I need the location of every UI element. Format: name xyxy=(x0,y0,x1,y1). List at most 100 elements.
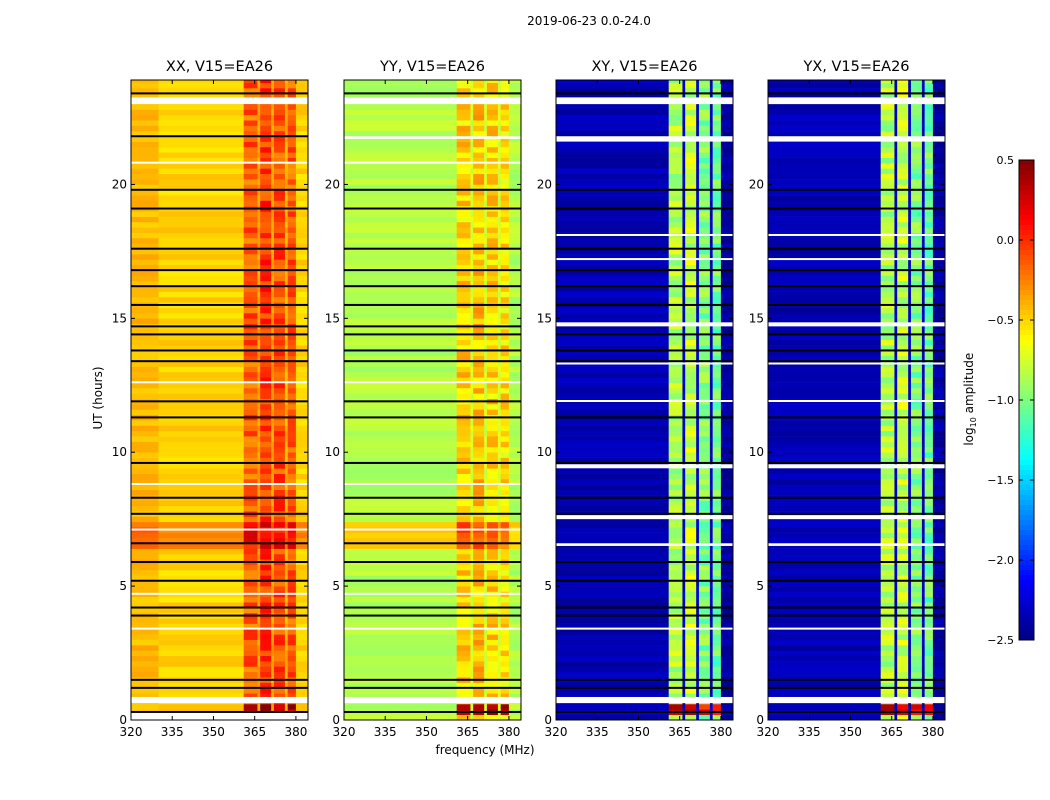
heatmap-cell xyxy=(158,93,244,100)
heatmap-cell xyxy=(257,436,261,442)
heatmap-cell xyxy=(768,152,881,158)
heatmap-cell xyxy=(456,570,471,576)
heatmap-cell xyxy=(921,387,925,394)
flagged-black-line xyxy=(768,333,945,336)
heatmap-cell xyxy=(924,120,934,126)
heatmap-cell xyxy=(271,479,275,485)
heatmap-cell xyxy=(243,532,258,539)
heatmap-cell xyxy=(456,232,471,239)
heatmap-cell xyxy=(470,553,474,560)
heatmap-cell xyxy=(497,446,501,453)
flagged-white-row xyxy=(131,161,308,164)
heatmap-cell xyxy=(508,275,522,282)
heatmap-cell xyxy=(682,564,686,571)
flagged-black-line xyxy=(344,710,521,713)
heatmap-cell xyxy=(556,436,669,442)
heatmap-cell xyxy=(932,387,946,394)
heatmap-cell xyxy=(908,184,912,191)
heatmap-cell xyxy=(508,227,522,233)
heatmap-cell xyxy=(287,211,297,217)
heatmap-cell xyxy=(709,334,713,341)
heatmap-cell xyxy=(473,580,485,587)
colorbar-segment xyxy=(1019,255,1034,261)
heatmap-cell xyxy=(698,227,711,233)
heatmap-cell xyxy=(712,645,722,651)
heatmap-cell xyxy=(508,355,522,362)
heatmap-cell xyxy=(924,484,934,491)
heatmap-cell xyxy=(880,80,895,83)
heatmap-cell xyxy=(273,489,286,496)
heatmap-cell xyxy=(287,104,297,110)
flagged-black-line xyxy=(131,579,308,582)
heatmap-cell xyxy=(260,639,272,646)
heatmap-cell xyxy=(287,136,297,142)
heatmap-cell xyxy=(508,248,522,255)
heatmap-cell xyxy=(497,371,501,378)
heatmap-cell xyxy=(668,473,683,480)
heatmap-cell xyxy=(932,468,946,474)
heatmap-cell xyxy=(456,553,471,560)
heatmap-cell xyxy=(456,141,471,148)
heatmap-cell xyxy=(344,296,457,303)
heatmap-cell xyxy=(932,323,946,330)
heatmap-cell xyxy=(924,409,934,416)
flagged-white-row xyxy=(768,322,945,327)
heatmap-cell xyxy=(344,404,457,410)
heatmap-cell xyxy=(131,168,159,175)
flagged-white-row xyxy=(344,696,521,704)
heatmap-cell xyxy=(556,168,669,175)
heatmap-cell xyxy=(456,93,471,100)
heatmap-cell xyxy=(295,452,309,458)
heatmap-cell xyxy=(897,109,909,116)
heatmap-cell xyxy=(500,93,510,100)
heatmap-cell xyxy=(500,80,510,83)
heatmap-cell xyxy=(720,623,734,630)
heatmap-cell xyxy=(720,82,734,89)
heatmap-cell xyxy=(696,548,700,555)
heatmap-cell xyxy=(470,650,474,657)
flagged-black-line xyxy=(131,269,308,272)
heatmap-cell xyxy=(271,195,275,201)
heatmap-cell xyxy=(894,211,898,217)
heatmap-cell xyxy=(910,714,923,721)
heatmap-cell xyxy=(243,462,258,469)
heatmap-cell xyxy=(508,645,522,651)
heatmap-cell xyxy=(273,671,286,678)
heatmap-cell xyxy=(273,146,286,153)
y-tick-label: 20 xyxy=(112,177,127,191)
heatmap-cell xyxy=(260,586,272,592)
heatmap-cell xyxy=(158,623,244,630)
heatmap-cell xyxy=(344,286,457,292)
heatmap-cell xyxy=(910,548,923,555)
heatmap-cell xyxy=(768,80,881,83)
heatmap-cell xyxy=(720,339,734,346)
heatmap-cell xyxy=(880,430,895,437)
heatmap-cell xyxy=(924,179,934,185)
heatmap-cell xyxy=(260,125,272,132)
heatmap-cell xyxy=(682,596,686,603)
heatmap-cell xyxy=(696,623,700,630)
heatmap-cell xyxy=(484,80,488,83)
heatmap-cell xyxy=(910,420,923,426)
flagged-black-line xyxy=(556,360,733,363)
heatmap-cell xyxy=(910,387,923,394)
heatmap-cell xyxy=(696,345,700,351)
heatmap-cell xyxy=(894,570,898,576)
heatmap-cell xyxy=(497,462,501,469)
heatmap-cell xyxy=(473,136,485,142)
heatmap-cell xyxy=(910,152,923,158)
heatmap-cell xyxy=(473,237,485,244)
heatmap-cell xyxy=(910,553,923,560)
heatmap-cell xyxy=(685,345,697,351)
heatmap-cell xyxy=(500,377,510,383)
flagged-black-line xyxy=(131,247,308,250)
heatmap-cell xyxy=(720,88,734,94)
heatmap-cell xyxy=(131,377,159,383)
heatmap-cell xyxy=(260,329,272,335)
heatmap-cell xyxy=(470,259,474,266)
heatmap-cell xyxy=(720,548,734,555)
heatmap-cell xyxy=(556,639,669,646)
heatmap-cell xyxy=(273,280,286,287)
heatmap-cell xyxy=(473,312,485,319)
colorbar-segment xyxy=(1019,205,1034,211)
